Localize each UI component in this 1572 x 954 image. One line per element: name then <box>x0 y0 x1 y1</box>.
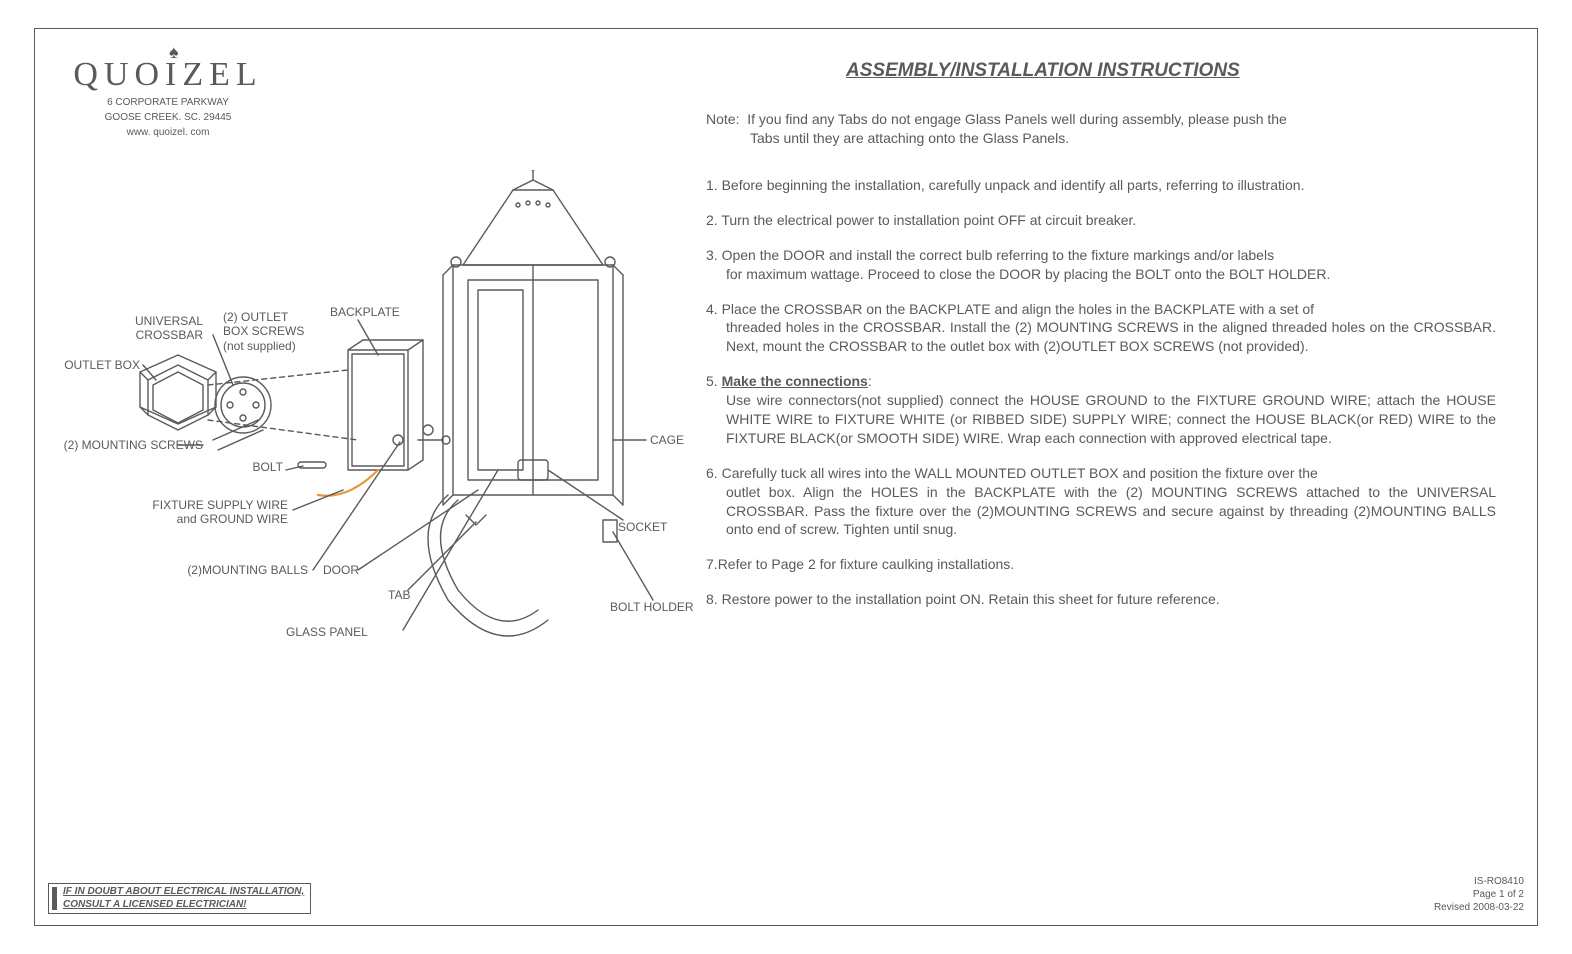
label-universal-crossbar: UNIVERSAL CROSSBAR <box>123 314 203 343</box>
label-line: CROSSBAR <box>136 328 203 342</box>
label-fixture-wire: FIXTURE SUPPLY WIRE and GROUND WIRE <box>118 498 288 527</box>
step-num: 6. <box>706 465 718 481</box>
step-text: Turn the electrical power to installatio… <box>721 212 1136 228</box>
note-text-rest: Tabs until they are attaching onto the G… <box>706 129 1486 148</box>
brand-name: QUOIZEL <box>73 56 262 93</box>
warning-line-2: CONSULT A LICENSED ELECTRICIAN! <box>63 899 304 912</box>
step-5-colon: : <box>868 373 872 389</box>
step-5: 5. Make the connections: Use wire connec… <box>706 372 1496 448</box>
step-num: 8. <box>706 591 718 607</box>
lantern-svg <box>48 170 698 690</box>
label-outlet-box: OUTLET BOX <box>48 358 140 372</box>
label-line: UNIVERSAL <box>135 314 203 328</box>
step-2: 2. Turn the electrical power to installa… <box>706 211 1496 230</box>
step-3: 3. Open the DOOR and install the correct… <box>706 246 1496 284</box>
label-line: and GROUND WIRE <box>177 512 288 526</box>
label-line: (not supplied) <box>223 339 296 353</box>
flame-icon: ♠ <box>169 42 185 63</box>
warning-line-1: IF IN DOUBT ABOUT ELECTRICAL INSTALLATIO… <box>63 886 304 899</box>
label-socket: SOCKET <box>618 520 667 534</box>
label-mounting-screws: (2) MOUNTING SCREWS <box>33 438 203 452</box>
step-num: 2. <box>706 212 718 228</box>
step-text: Carefully tuck all wires into the WALL M… <box>722 465 1318 481</box>
footer-revised: Revised 2008-03-22 <box>1434 901 1524 914</box>
step-num: 4. <box>706 301 718 317</box>
step-1: 1. Before beginning the installation, ca… <box>706 176 1496 195</box>
step-4: 4. Place the CROSSBAR on the BACKPLATE a… <box>706 300 1496 357</box>
footer-meta: IS-RO8410 Page 1 of 2 Revised 2008-03-22 <box>1434 875 1524 914</box>
brand-logo: ♠ QUOIZEL <box>73 56 262 94</box>
exploded-diagram: BACKPLATE UNIVERSAL CROSSBAR (2) OUTLET … <box>48 170 698 690</box>
note-block: Note: If you find any Tabs do not engage… <box>706 110 1486 148</box>
step-num: 1. <box>706 177 718 193</box>
label-tab: TAB <box>388 588 410 602</box>
brand-block: ♠ QUOIZEL 6 CORPORATE PARKWAY GOOSE CREE… <box>68 56 268 139</box>
brand-address-1: 6 CORPORATE PARKWAY <box>68 96 268 109</box>
step-num: 3. <box>706 247 718 263</box>
note-prefix: Note: <box>706 111 739 127</box>
label-door: DOOR <box>323 563 359 577</box>
step-6: 6. Carefully tuck all wires into the WAL… <box>706 464 1496 540</box>
step-text: Restore power to the installation point … <box>722 591 1220 607</box>
note-text-first: If you find any Tabs do not engage Glass… <box>747 111 1287 127</box>
footer-page: Page 1 of 2 <box>1434 888 1524 901</box>
step-text-cont: threaded holes in the CROSSBAR. Install … <box>706 318 1496 356</box>
label-outlet-screws: (2) OUTLET BOX SCREWS (not supplied) <box>223 310 304 353</box>
step-text: Place the CROSSBAR on the BACKPLATE and … <box>722 301 1314 317</box>
step-5-heading: Make the connections <box>722 373 868 389</box>
page-title: ASSEMBLY/INSTALLATION INSTRUCTIONS <box>846 60 1240 82</box>
steps-list: 1. Before beginning the installation, ca… <box>706 176 1496 625</box>
step-num: 7. <box>706 556 718 572</box>
label-line: FIXTURE SUPPLY WIRE <box>152 498 288 512</box>
brand-address-2: GOOSE CREEK. SC. 29445 <box>68 111 268 124</box>
step-text: Open the DOOR and install the correct bu… <box>722 247 1275 263</box>
step-text-cont: Use wire connectors(not supplied) connec… <box>706 391 1496 448</box>
label-cage: CAGE <box>650 433 684 447</box>
warning-box: IF IN DOUBT ABOUT ELECTRICAL INSTALLATIO… <box>48 883 311 914</box>
footer-doc-id: IS-RO8410 <box>1434 875 1524 888</box>
brand-website: www. quoizel. com <box>68 126 268 139</box>
label-glass-panel: GLASS PANEL <box>286 625 368 639</box>
label-line: (2) OUTLET <box>223 310 288 324</box>
step-text-cont: for maximum wattage. Proceed to close th… <box>706 265 1496 284</box>
step-7: 7.Refer to Page 2 for fixture caulking i… <box>706 555 1496 574</box>
step-text: Before beginning the installation, caref… <box>722 177 1305 193</box>
step-num: 5. <box>706 373 718 389</box>
step-8: 8. Restore power to the installation poi… <box>706 590 1496 609</box>
label-mounting-balls: (2)MOUNTING BALLS <box>148 563 308 577</box>
label-line: BOX SCREWS <box>223 324 304 338</box>
step-text-cont: outlet box. Align the HOLES in the BACKP… <box>706 483 1496 540</box>
label-backplate: BACKPLATE <box>330 305 400 319</box>
step-text: Refer to Page 2 for fixture caulking ins… <box>718 556 1015 572</box>
label-bolt: BOLT <box>228 460 283 474</box>
label-bolt-holder: BOLT HOLDER <box>610 600 694 614</box>
